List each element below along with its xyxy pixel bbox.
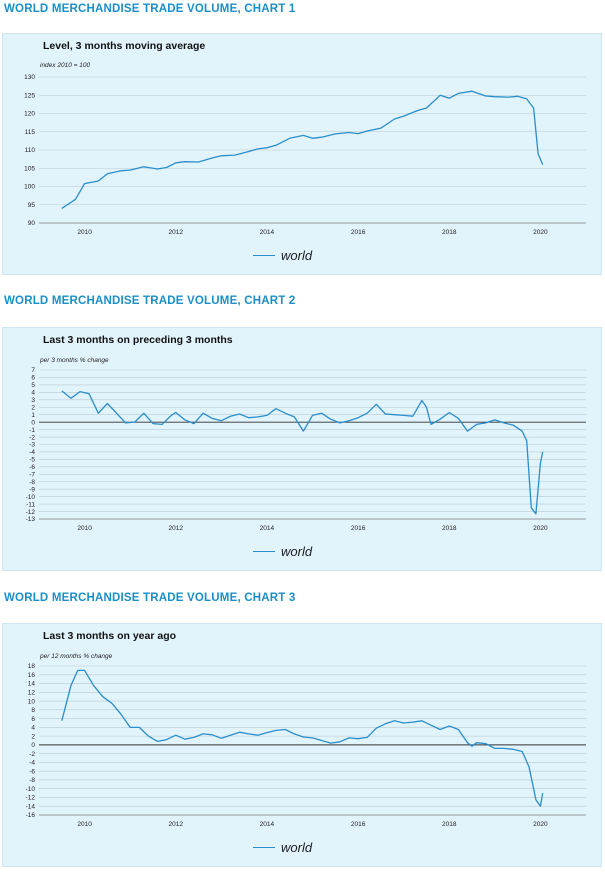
line-chart-2: -13-12-11-10-9-8-7-6-5-4-3-2-10123456720… bbox=[26, 367, 586, 532]
y-tick-label: 12 bbox=[28, 689, 36, 696]
unit-label: index 2010 = 100 bbox=[40, 62, 91, 69]
y-tick-label: -4 bbox=[29, 760, 35, 767]
y-tick-label: -10 bbox=[26, 494, 36, 501]
chart-title: Last 3 months on preceding 3 months bbox=[43, 334, 233, 346]
x-tick-label: 2018 bbox=[442, 821, 457, 828]
legend-swatch bbox=[253, 255, 275, 256]
x-tick-label: 2020 bbox=[533, 229, 548, 236]
section-title-chart-1: WORLD MERCHANDISE TRADE VOLUME, CHART 1 bbox=[4, 3, 296, 15]
y-tick-label: 4 bbox=[31, 390, 35, 397]
y-tick-label: 6 bbox=[31, 716, 35, 723]
legend: world bbox=[253, 840, 312, 855]
y-tick-label: 130 bbox=[24, 74, 35, 81]
chart-panel-2: Last 3 months on preceding 3 months per … bbox=[2, 327, 602, 571]
legend-swatch bbox=[253, 551, 275, 552]
y-tick-label: -2 bbox=[29, 751, 35, 758]
y-tick-label: -10 bbox=[26, 786, 36, 793]
y-tick-label: 125 bbox=[24, 92, 35, 99]
x-tick-label: 2010 bbox=[77, 525, 92, 532]
y-tick-label: -1 bbox=[29, 427, 35, 434]
y-tick-label: 95 bbox=[28, 202, 36, 209]
y-tick-label: 16 bbox=[28, 672, 36, 679]
y-tick-label: 6 bbox=[31, 375, 35, 382]
y-tick-label: 115 bbox=[25, 129, 36, 136]
x-tick-label: 2010 bbox=[77, 821, 92, 828]
y-tick-label: -6 bbox=[29, 464, 35, 471]
y-tick-label: 90 bbox=[28, 220, 36, 227]
y-tick-label: -8 bbox=[29, 777, 35, 784]
x-tick-label: 2020 bbox=[533, 821, 548, 828]
x-tick-label: 2012 bbox=[169, 229, 184, 236]
y-tick-label: -8 bbox=[29, 479, 35, 486]
y-tick-label: 4 bbox=[31, 725, 35, 732]
line-chart-1: 90 95 100 105 110 115 120 125 130 2010 2012 2014 201… bbox=[24, 74, 586, 236]
legend: world bbox=[253, 248, 312, 263]
y-tick-label: 110 bbox=[25, 147, 36, 154]
legend-swatch bbox=[253, 847, 275, 848]
y-tick-label: 10 bbox=[28, 698, 36, 705]
y-tick-label: 0 bbox=[31, 742, 35, 749]
y-tick-label: -3 bbox=[29, 442, 35, 449]
x-tick-label: 2014 bbox=[260, 525, 275, 532]
chart-title: Last 3 months on year ago bbox=[43, 630, 177, 642]
y-tick-label: -2 bbox=[29, 434, 35, 441]
chart-panel-3: Last 3 months on year ago per 12 months … bbox=[2, 623, 602, 867]
unit-label: per 3 months % change bbox=[40, 357, 109, 364]
x-tick-label: 2012 bbox=[169, 525, 184, 532]
y-tick-label: 2 bbox=[31, 404, 35, 411]
x-tick-label: 2016 bbox=[351, 525, 366, 532]
chart-panel-1: Level, 3 months moving average index 201… bbox=[2, 33, 602, 275]
y-tick-label: 8 bbox=[31, 707, 35, 714]
x-tick-label: 2018 bbox=[442, 229, 457, 236]
y-tick-label: 3 bbox=[31, 397, 35, 404]
y-tick-label: -12 bbox=[26, 509, 36, 516]
y-tick-label: -7 bbox=[29, 472, 35, 479]
y-tick-label: -6 bbox=[29, 768, 35, 775]
y-tick-label: -11 bbox=[26, 501, 35, 508]
y-tick-label: -12 bbox=[26, 795, 36, 802]
y-tick-label: -4 bbox=[29, 449, 35, 456]
x-tick-label: 2020 bbox=[533, 525, 548, 532]
y-tick-label: -5 bbox=[29, 457, 35, 464]
chart-title: Level, 3 months moving average bbox=[43, 40, 206, 52]
y-tick-label: 1 bbox=[31, 412, 35, 419]
x-tick-label: 2018 bbox=[442, 525, 457, 532]
y-tick-label: 14 bbox=[28, 681, 36, 688]
y-tick-label: -9 bbox=[29, 486, 35, 493]
x-tick-label: 2014 bbox=[260, 821, 275, 828]
y-tick-label: 5 bbox=[31, 382, 35, 389]
y-tick-label: 7 bbox=[31, 367, 35, 374]
y-tick-label: -13 bbox=[26, 516, 36, 523]
legend-label: world bbox=[281, 248, 313, 263]
y-tick-label: -14 bbox=[26, 803, 36, 810]
y-tick-label: 105 bbox=[24, 165, 35, 172]
x-tick-label: 2012 bbox=[169, 821, 184, 828]
y-tick-label: 18 bbox=[28, 663, 36, 670]
legend-label: world bbox=[281, 544, 313, 559]
section-title-chart-3: WORLD MERCHANDISE TRADE VOLUME, CHART 3 bbox=[4, 592, 296, 604]
y-tick-label: 100 bbox=[24, 184, 35, 191]
x-tick-label: 2016 bbox=[351, 821, 366, 828]
x-tick-label: 2016 bbox=[351, 229, 366, 236]
y-tick-label: 120 bbox=[24, 111, 35, 118]
y-tick-label: 2 bbox=[31, 733, 35, 740]
unit-label: per 12 months % change bbox=[40, 653, 113, 660]
section-title-chart-2: WORLD MERCHANDISE TRADE VOLUME, CHART 2 bbox=[4, 295, 296, 307]
series-line-world bbox=[61, 90, 544, 209]
legend: world bbox=[253, 544, 312, 559]
y-tick-label: -16 bbox=[26, 812, 36, 819]
x-tick-label: 2014 bbox=[260, 229, 275, 236]
series-line-world bbox=[61, 669, 544, 807]
series-line-world bbox=[61, 390, 544, 515]
x-tick-label: 2010 bbox=[77, 229, 92, 236]
y-tick-label: 0 bbox=[31, 419, 35, 426]
legend-label: world bbox=[281, 840, 313, 855]
